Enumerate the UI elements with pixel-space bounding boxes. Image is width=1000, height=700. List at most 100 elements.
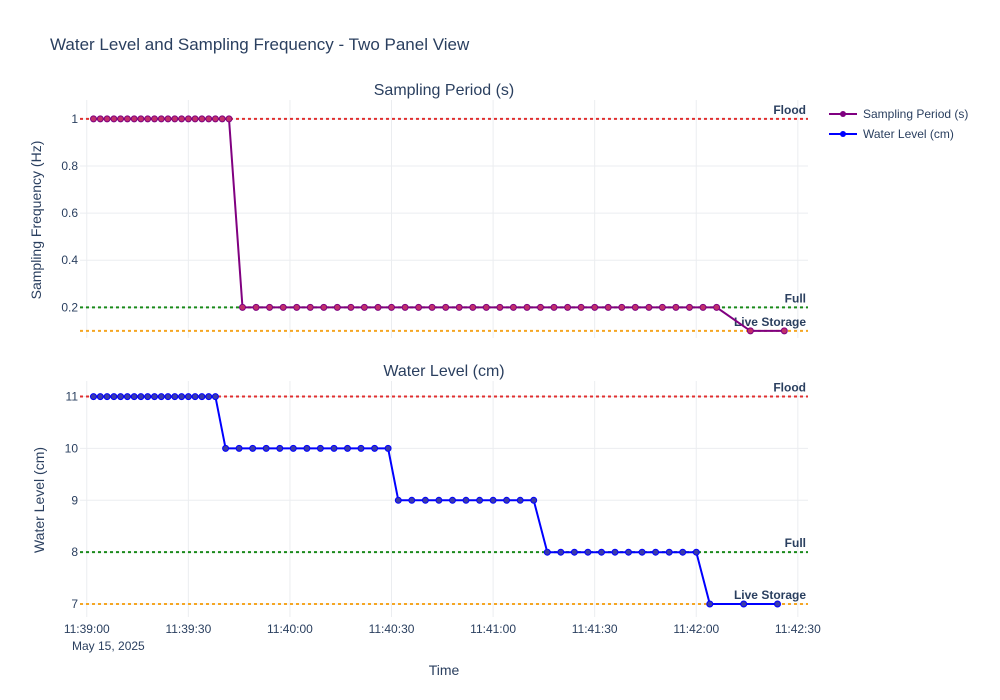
data-point [699, 303, 707, 311]
data-point [516, 496, 524, 504]
data-point [225, 115, 233, 123]
data-point [123, 393, 131, 401]
data-point [211, 393, 219, 401]
data-point [686, 303, 693, 311]
data-point [530, 496, 538, 504]
data-point [679, 548, 687, 556]
y-tick-label: 0.2 [61, 300, 78, 314]
data-point [184, 393, 192, 401]
data-point [421, 496, 429, 504]
data-point [672, 303, 680, 311]
y-tick-label: 1 [71, 112, 78, 126]
data-point [344, 444, 351, 452]
data-point [570, 548, 578, 556]
data-point [631, 303, 639, 311]
panel-water-series [90, 393, 781, 608]
x-axis-date-label: May 15, 2025 [72, 639, 145, 653]
x-axis-title: Time [429, 662, 460, 678]
y-tick-label: 10 [65, 441, 79, 455]
data-point [357, 444, 365, 452]
data-point [543, 548, 551, 556]
data-point [388, 303, 395, 311]
chart-title: Water Level and Sampling Frequency - Two… [50, 35, 470, 54]
data-point [557, 548, 565, 556]
data-point [394, 496, 402, 504]
data-point [469, 303, 477, 311]
data-point [746, 327, 754, 335]
data-point [218, 115, 226, 123]
data-point [110, 393, 118, 401]
reference-line-label: Flood [773, 103, 806, 117]
data-point [90, 115, 97, 123]
x-tick-label: 11:39:30 [165, 622, 211, 636]
data-point [330, 444, 338, 452]
data-point [774, 600, 781, 608]
data-point [611, 548, 619, 556]
data-point [171, 115, 179, 123]
data-point [550, 303, 558, 311]
data-point [584, 548, 592, 556]
panel-water-y-axis-title: Water Level (cm) [31, 447, 47, 553]
data-point [401, 303, 409, 311]
data-point [384, 444, 392, 452]
data-point [692, 548, 700, 556]
data-point [157, 393, 165, 401]
data-point [249, 444, 257, 452]
x-tick-label: 11:39:00 [64, 622, 110, 636]
panel-sampling-labels: Sampling Period (s) Sampling Frequency (… [28, 82, 514, 314]
data-point [604, 303, 612, 311]
y-tick-label: 8 [71, 545, 78, 559]
data-point [103, 115, 111, 123]
x-tick-label: 11:42:00 [673, 622, 719, 636]
data-point [523, 303, 531, 311]
data-point [211, 115, 219, 123]
data-point [489, 496, 497, 504]
data-point [117, 115, 125, 123]
data-point [435, 496, 443, 504]
reference-line-label: Live Storage [734, 588, 806, 602]
legend-marker [840, 131, 846, 137]
data-point [598, 548, 605, 556]
data-point [509, 303, 517, 311]
data-point [205, 115, 213, 123]
data-point [496, 303, 504, 311]
y-tick-label: 9 [71, 493, 78, 507]
data-point [90, 393, 97, 401]
data-point [316, 444, 324, 452]
data-point [713, 303, 721, 311]
data-point [96, 115, 104, 123]
data-point [442, 303, 450, 311]
data-point [462, 496, 470, 504]
data-point [178, 115, 186, 123]
data-point [645, 303, 653, 311]
data-point [144, 393, 152, 401]
data-point [371, 444, 379, 452]
data-point [306, 303, 314, 311]
data-point [184, 115, 192, 123]
data-point [191, 115, 199, 123]
data-point [652, 548, 660, 556]
data-point [96, 393, 104, 401]
data-point [252, 303, 260, 311]
data-point [198, 393, 206, 401]
data-point [117, 393, 125, 401]
data-point [130, 393, 138, 401]
data-point [455, 303, 463, 311]
data-point [618, 303, 626, 311]
data-point [374, 303, 382, 311]
x-tick-label: 11:40:30 [369, 622, 415, 636]
data-point [144, 115, 152, 123]
data-point [740, 600, 748, 608]
x-axis: 11:39:00 11:39:30 11:40:00 11:40:30 11:41:00… [64, 622, 821, 678]
data-point [289, 444, 297, 452]
data-point [171, 393, 179, 401]
legend-label: Water Level (cm) [863, 127, 954, 141]
data-point [266, 303, 274, 311]
panel-water: Flood Full Live Storage Water Level (cm) W… [31, 363, 808, 617]
panel-sampling-series [90, 115, 788, 335]
y-tick-label: 0.8 [61, 159, 78, 173]
panel-sampling: Flood Full Live Storage Sampling Period (s… [28, 82, 808, 338]
y-tick-label: 7 [71, 597, 78, 611]
